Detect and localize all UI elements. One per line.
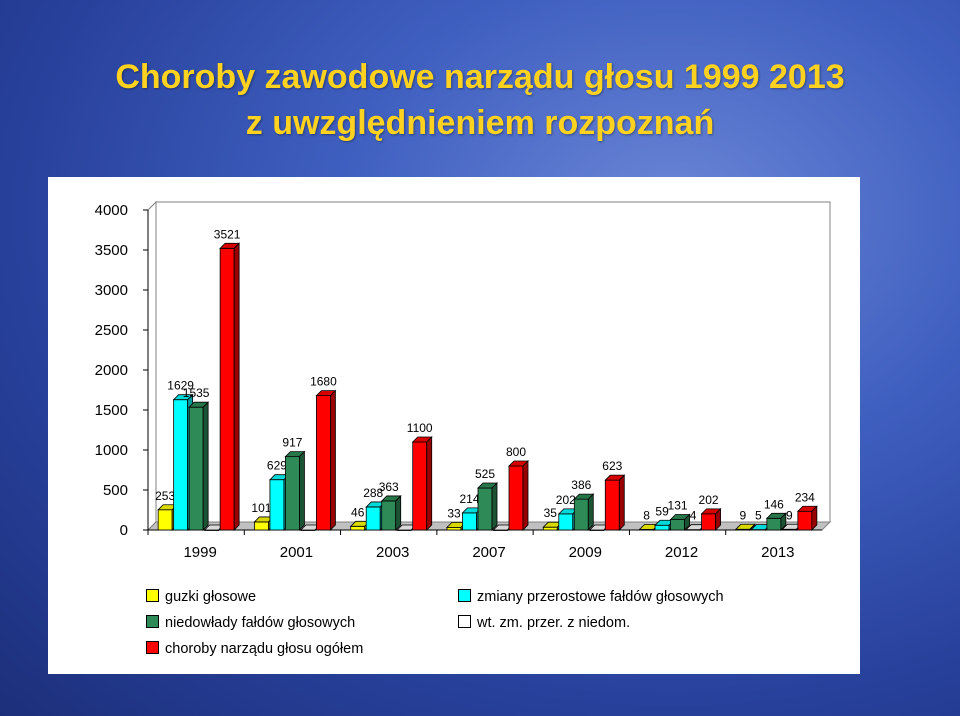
- data-label: 917: [282, 436, 302, 450]
- bar: [412, 441, 428, 531]
- data-label: 800: [506, 445, 526, 459]
- bar-side: [202, 401, 209, 531]
- data-label: 59: [655, 504, 669, 518]
- slide-title-line1: Choroby zawodowe narządu głosu 1999 2013: [115, 58, 845, 96]
- data-label: 1680: [310, 375, 337, 389]
- bar-side: [715, 507, 721, 531]
- y-tick-label: 0: [120, 522, 128, 539]
- data-label: 4: [690, 509, 697, 523]
- data-label: 33: [447, 506, 461, 520]
- data-label: 288: [363, 486, 383, 500]
- y-tick-label: 1500: [95, 402, 128, 419]
- bar-side: [749, 523, 756, 531]
- x-tick-label: 2001: [280, 544, 313, 561]
- data-label: 9: [740, 508, 747, 522]
- bar-side: [330, 389, 336, 531]
- data-label: 101: [251, 501, 271, 515]
- bar: [766, 517, 782, 531]
- bar-side: [299, 450, 305, 531]
- data-label: 629: [267, 459, 287, 473]
- data-label: 3521: [214, 227, 241, 241]
- bar: [797, 510, 813, 531]
- data-label: 623: [602, 459, 622, 473]
- y-tick-label: 2500: [95, 322, 128, 339]
- bar-side: [426, 436, 433, 531]
- data-label: 131: [668, 499, 688, 513]
- data-label: 1535: [183, 386, 210, 400]
- bar: [350, 525, 366, 531]
- bar: [701, 513, 716, 531]
- back-wall: [155, 201, 831, 523]
- bar-side: [780, 512, 787, 531]
- x-tick-label: 2013: [761, 544, 794, 561]
- data-label: 8: [643, 508, 650, 522]
- chart-panel: 0 500 1000 1500 2000 2500 3000 3500 4000 1999 253 1…: [48, 177, 860, 674]
- bar-side: [491, 482, 498, 531]
- bar: [188, 406, 204, 531]
- bar: [508, 465, 524, 531]
- y-tick-label: 1000: [95, 442, 128, 459]
- bar: [285, 456, 300, 531]
- bar: [269, 479, 285, 531]
- bar: [573, 498, 589, 531]
- y-tick-label: 3000: [95, 282, 128, 299]
- bar-side: [811, 505, 818, 531]
- data-label: 214: [459, 492, 479, 506]
- data-label: 253: [155, 489, 175, 503]
- data-label: 1629: [167, 379, 194, 393]
- data-label: 525: [475, 467, 495, 481]
- bar: [558, 513, 574, 531]
- bar: [477, 487, 493, 531]
- data-label: 9: [786, 508, 793, 522]
- bar: [365, 506, 381, 531]
- data-label: 234: [795, 490, 815, 504]
- data-label: 202: [699, 493, 719, 507]
- bar-side: [684, 513, 690, 531]
- bar: [173, 399, 189, 531]
- bar: [157, 509, 173, 531]
- data-label: 5: [755, 509, 762, 523]
- data-label: 146: [764, 497, 784, 511]
- data-label: 363: [379, 480, 399, 494]
- bar: [316, 395, 331, 531]
- y-tick-label: 2000: [95, 362, 128, 379]
- x-tick-label: 2009: [569, 544, 602, 561]
- y-tick-label: 4000: [95, 202, 128, 219]
- bar: [542, 526, 558, 531]
- x-tick-label: 2007: [472, 544, 505, 561]
- x-tick-label: 1999: [183, 544, 216, 561]
- x-tick-label: 2003: [376, 544, 409, 561]
- slide-title-line2: z uwzględnieniem rozpoznań: [245, 104, 715, 142]
- bar-side: [522, 460, 529, 531]
- data-label: 1100: [407, 421, 433, 435]
- bar-side: [618, 474, 625, 531]
- bar: [670, 519, 685, 531]
- side-wall: [147, 200, 157, 532]
- bar-side: [233, 242, 240, 531]
- data-label: 386: [571, 478, 591, 492]
- bar: [604, 479, 620, 531]
- y-tick-label: 500: [103, 482, 128, 499]
- bar: [381, 500, 397, 531]
- bar: [654, 524, 670, 531]
- bar-side: [395, 494, 402, 531]
- bar: [462, 512, 477, 531]
- bar: [219, 247, 235, 531]
- data-label: 46: [351, 505, 365, 519]
- bar-chart: 0 500 1000 1500 2000 2500 3000 3500 4000 1999 253 1…: [95, 200, 832, 561]
- data-label: 202: [556, 493, 576, 507]
- y-tick-label: 3500: [95, 242, 128, 259]
- x-tick-label: 2012: [665, 544, 698, 561]
- data-label: 35: [544, 506, 558, 520]
- bar-side: [587, 493, 594, 531]
- bar: [254, 521, 269, 531]
